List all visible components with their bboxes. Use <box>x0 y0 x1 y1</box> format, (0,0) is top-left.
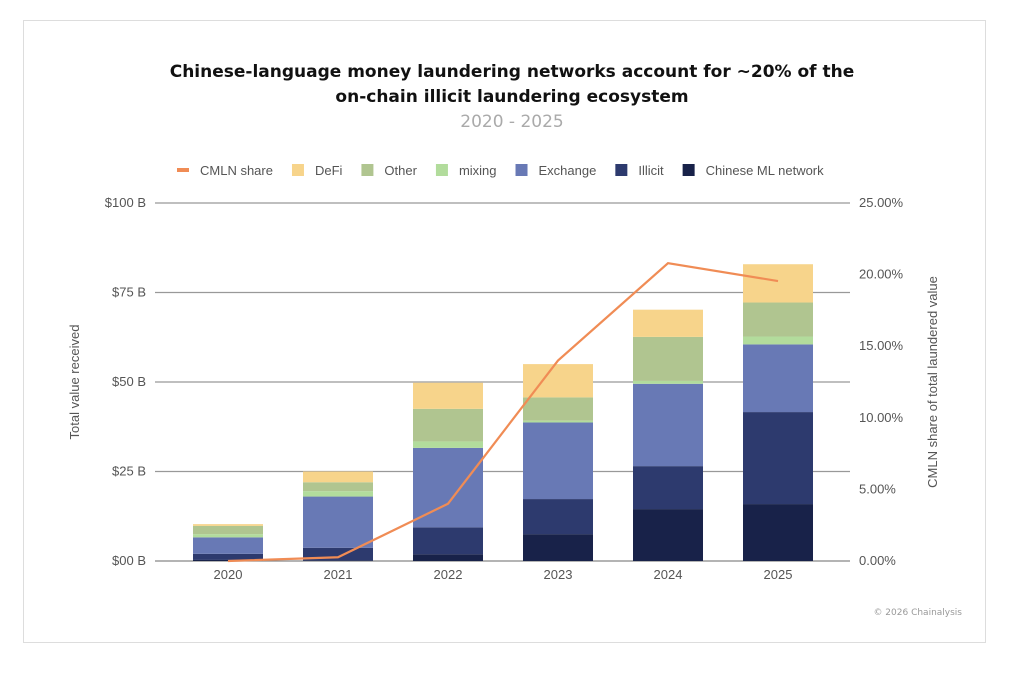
x-tick-label: 2024 <box>654 567 683 582</box>
bar-segment-defi <box>303 471 373 483</box>
bar-segment-exchange <box>193 537 263 554</box>
bar-segment-defi <box>633 309 703 337</box>
y2-tick-label: 0.00% <box>859 553 896 568</box>
bar-segment-exchange <box>523 422 593 500</box>
x-tick-label: 2025 <box>764 567 793 582</box>
bar-segment-other <box>633 336 703 381</box>
legend-label: Illicit <box>638 163 664 178</box>
x-tick-label: 2021 <box>324 567 353 582</box>
bar-segment-other <box>303 482 373 492</box>
bar-segment-mixing <box>743 336 813 345</box>
y-axis-label: Total value received <box>67 325 82 440</box>
y2-tick-label: 25.00% <box>859 195 904 210</box>
legend-swatch <box>615 164 628 176</box>
bar-segment-other <box>523 397 593 421</box>
bar-segment-exchange <box>303 496 373 548</box>
y-tick-label: $75 B <box>112 285 146 300</box>
bar-segment-exchange <box>743 344 813 413</box>
legend-line-icon <box>177 168 189 172</box>
bar-segment-mixing <box>633 380 703 384</box>
line-cmln-share <box>227 261 779 563</box>
chart-subtitle: 2020 - 2025 <box>460 112 564 132</box>
y2-tick-label: 10.00% <box>859 410 904 425</box>
x-tick-label: 2023 <box>544 567 573 582</box>
chart-card <box>23 20 986 643</box>
legend-swatch <box>435 164 448 176</box>
y2-axis-label: CMLN share of total laundered value <box>925 276 940 488</box>
bar-segment-mixing <box>303 491 373 497</box>
bar-segment-defi <box>193 524 263 526</box>
bar-segment-illicit <box>413 527 483 555</box>
bar-segment-exchange <box>633 383 703 467</box>
bar-segment-other <box>193 525 263 535</box>
legend-swatch <box>682 164 695 176</box>
bar-segment-chinese-ml-network <box>523 534 593 561</box>
y2-tick-label: 20.00% <box>859 267 904 282</box>
bar-segment-chinese-ml-network <box>633 509 703 561</box>
x-tick-label: 2022 <box>434 567 463 582</box>
bar-segment-chinese-ml-network <box>413 554 483 561</box>
y-tick-label: $100 B <box>105 195 146 210</box>
y2-tick-label: 15.00% <box>859 338 904 353</box>
bar-segment-chinese-ml-network <box>743 504 813 561</box>
chart-title: Chinese-language money laundering networ… <box>0 60 1024 110</box>
bar-segment-illicit <box>523 499 593 535</box>
chart-title-line-1: Chinese-language money laundering networ… <box>169 62 855 82</box>
y2-tick-label: 5.00% <box>859 481 896 496</box>
legend-label: DeFi <box>315 163 343 178</box>
legend-label: Exchange <box>539 163 597 178</box>
bar-segment-defi <box>413 382 483 409</box>
legend-swatch <box>361 164 374 176</box>
legend-swatch <box>291 164 304 176</box>
legend-label: Chinese ML network <box>706 163 825 178</box>
chart-title-line-2: on-chain illicit laundering ecosystem <box>335 87 689 107</box>
legend-label: CMLN share <box>200 163 273 178</box>
x-tick-label: 2020 <box>214 567 243 582</box>
bar-segment-mixing <box>193 534 263 538</box>
y-tick-label: $50 B <box>112 374 146 389</box>
bar-segment-illicit <box>743 412 813 505</box>
bar-segment-mixing <box>413 441 483 448</box>
bar-segment-other <box>413 408 483 442</box>
bar-segment-other <box>743 302 813 337</box>
y-tick-label: $25 B <box>112 464 146 479</box>
bar-segment-illicit <box>193 553 263 560</box>
legend-label: mixing <box>459 163 497 178</box>
bar-segment-defi <box>743 264 813 303</box>
bar-segment-mixing <box>523 420 593 423</box>
legend-label: Other <box>384 163 417 178</box>
credit: © 2026 Chainalysis <box>873 608 962 618</box>
y-tick-label: $00 B <box>112 553 146 568</box>
bar-segment-illicit <box>633 466 703 510</box>
legend-swatch <box>515 164 528 176</box>
bar-segment-chinese-ml-network <box>303 560 373 561</box>
